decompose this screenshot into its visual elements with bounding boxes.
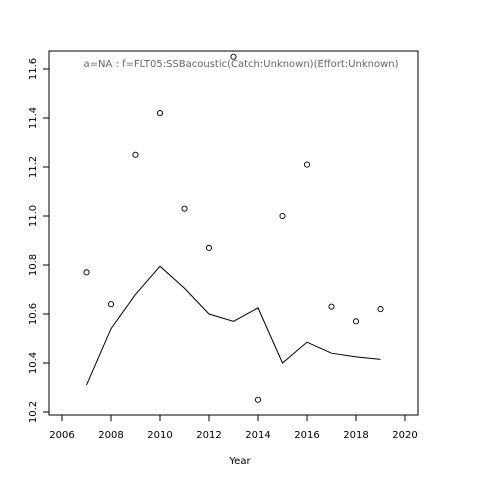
data-point [352, 318, 360, 325]
observed-points-series [83, 53, 384, 403]
y-tick-label: 10.2 [28, 401, 39, 423]
y-tick-label: 10.6 [28, 303, 39, 325]
data-point [279, 212, 286, 220]
y-tick-label: 11.0 [28, 205, 39, 227]
x-tick-label: 2006 [49, 430, 74, 441]
y-tick-label: 11.6 [28, 58, 39, 80]
data-point [205, 244, 213, 251]
trend-line-series [86, 265, 381, 386]
x-tick-label: 2014 [245, 430, 270, 441]
data-point [254, 396, 262, 403]
y-tick-label: 11.4 [28, 107, 39, 129]
x-tick-label: 2020 [392, 430, 417, 441]
data-point [107, 301, 115, 308]
data-point [303, 161, 311, 168]
plot-frame [48, 50, 419, 416]
trend-line [86, 265, 381, 386]
data-point [328, 303, 335, 310]
plot-title: a=NA : f=FLT05:SSBacoustic(Catch:Unknown… [83, 59, 398, 70]
data-point [83, 269, 90, 276]
x-tick-label: 2016 [294, 430, 319, 441]
data-point [156, 110, 164, 117]
x-tick-label: 2008 [98, 430, 123, 441]
x-axis-title: Year [228, 456, 251, 467]
x-tick-label: 2012 [196, 430, 221, 441]
data-point [377, 306, 384, 313]
x-tick-label: 2018 [343, 430, 368, 441]
y-axis: 10.2 10.4 10.6 10.8 11.0 11.2 11.4 11.6 [28, 58, 50, 423]
data-point [132, 151, 139, 158]
y-tick-label: 11.2 [28, 156, 39, 178]
data-point [230, 53, 237, 60]
x-axis: 2006 2008 2010 2012 2014 2016 2018 2020 [49, 414, 418, 441]
y-tick-label: 10.4 [28, 352, 39, 374]
x-tick-label: 2010 [147, 430, 172, 441]
y-tick-label: 10.8 [28, 254, 39, 276]
data-point [181, 205, 188, 212]
